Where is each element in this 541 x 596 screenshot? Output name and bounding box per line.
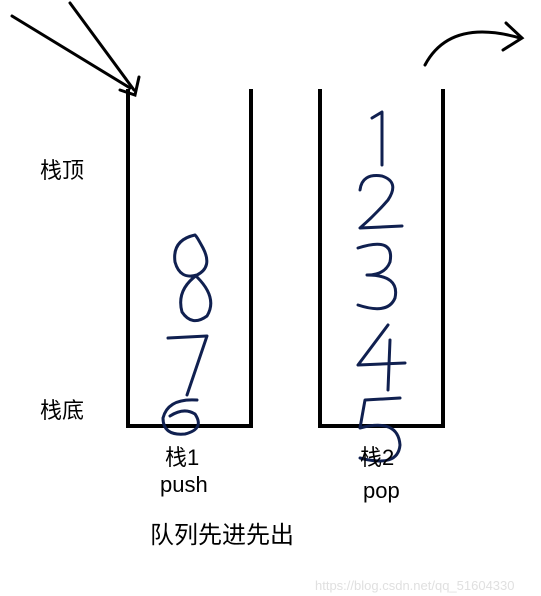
- stack-top-label: 栈顶: [40, 153, 84, 185]
- caption-text: 队列先进先出: [150, 515, 294, 550]
- stack1-op-label: push: [160, 472, 208, 498]
- watermark-text: https://blog.csdn.net/qq_51604330: [315, 578, 515, 593]
- stack2-values: [358, 112, 405, 461]
- push-arrow-icon: [12, 3, 139, 95]
- stack2-op-label: pop: [363, 478, 400, 504]
- stack1-name-label: 栈1: [165, 440, 199, 472]
- diagram-canvas: [0, 0, 541, 596]
- stack1-box: [128, 89, 251, 426]
- stack1-values: [163, 235, 211, 434]
- stack-bottom-label: 栈底: [40, 393, 84, 425]
- stack2-name-label: 栈2: [360, 440, 394, 472]
- pop-arrow-icon: [425, 23, 522, 65]
